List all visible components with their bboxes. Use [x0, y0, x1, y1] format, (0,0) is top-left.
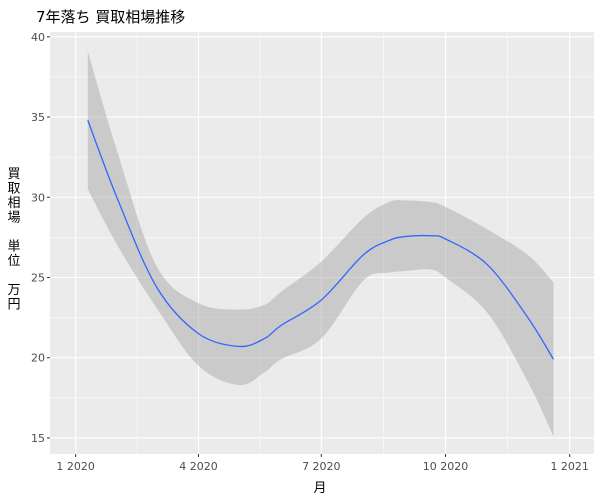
x-tick-label: 1 2021: [550, 460, 589, 473]
y-axis-title-char: 買: [7, 167, 20, 182]
y-axis-title-char: 万: [7, 283, 20, 298]
y-tick-label: 35: [31, 111, 45, 124]
confidence-band: [87, 51, 554, 437]
y-axis-title-char: 単: [7, 239, 20, 255]
y-axis-title-char: 円: [7, 298, 20, 313]
plot-panel: [50, 32, 594, 454]
chart-title: 7年落ち 買取相場推移: [36, 8, 185, 26]
y-tick-label: 40: [31, 31, 45, 44]
y-tick-label: 15: [31, 432, 45, 445]
y-tick-label: 30: [31, 191, 45, 204]
major-gridlines: [50, 32, 594, 454]
x-tick-label: 1 2020: [56, 460, 95, 473]
y-axis-title-char: 場: [7, 211, 20, 226]
y-axis-title-char: 位: [7, 254, 20, 269]
x-tick-label: 7 2020: [302, 460, 341, 473]
x-tick-label: 4 2020: [179, 460, 218, 473]
y-tick-label: 25: [31, 271, 45, 284]
y-axis-title-char: 取: [7, 182, 20, 197]
y-axis: 15 20 25 30 35 40: [31, 31, 50, 445]
x-axis-title: 月: [313, 481, 326, 496]
minor-gridlines: [50, 32, 594, 454]
x-tick-label: 10 2020: [423, 460, 469, 473]
trend-line: [87, 120, 555, 360]
y-tick-label: 20: [31, 352, 45, 365]
x-axis: 1 2020 4 2020 7 2020 10 2020 1 2021: [56, 454, 589, 473]
y-axis-title-char: 相: [7, 196, 20, 211]
